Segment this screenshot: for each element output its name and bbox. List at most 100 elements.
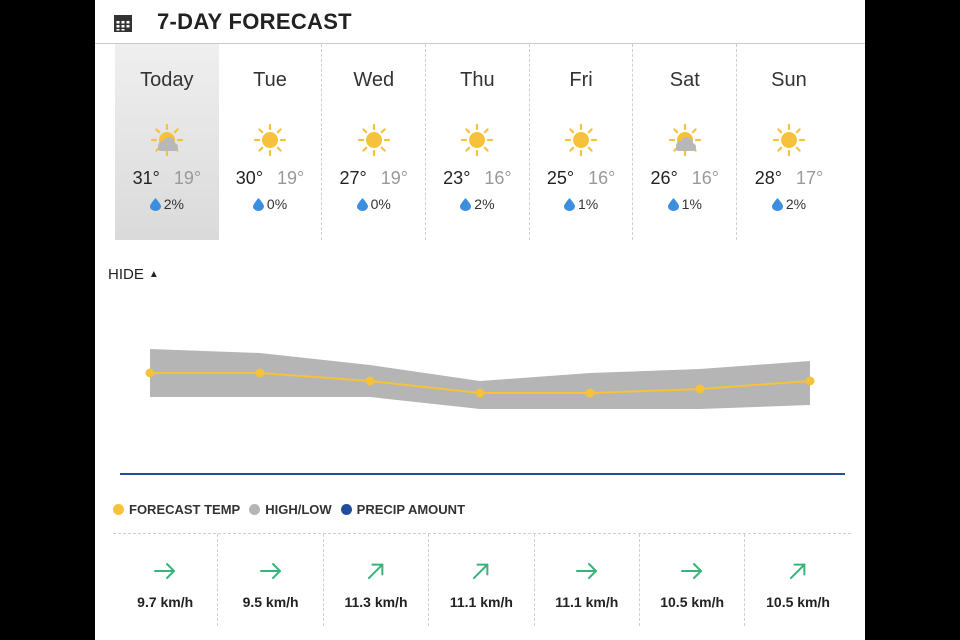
- wind-cell: 9.7 km/h: [113, 534, 219, 626]
- raindrop-icon: [460, 198, 472, 211]
- wind-cell: 11.1 km/h: [429, 534, 535, 626]
- day-temps: 28° 17°: [737, 168, 841, 189]
- sun-icon: [357, 123, 390, 157]
- legend-swatch: [113, 504, 124, 515]
- day-name: Sun: [771, 69, 807, 91]
- wind-cell: 10.5 km/h: [745, 534, 850, 626]
- sun-rays: [461, 123, 494, 157]
- precip-chance: 2%: [426, 196, 529, 212]
- day-column-sun[interactable]: Sun 28° 17° 2%: [737, 44, 841, 240]
- raindrop-icon: [252, 198, 264, 211]
- page-title: 7-DAY FORECAST: [157, 9, 352, 34]
- low-temp: 16°: [588, 168, 616, 188]
- wind-speed: 10.5 km/h: [766, 594, 830, 610]
- high-temp: 26°: [650, 168, 678, 188]
- wind-cell: 11.1 km/h: [535, 534, 640, 626]
- sun-icon: [772, 123, 806, 157]
- precip-value: 0%: [370, 196, 391, 212]
- high-temp: 28°: [754, 168, 782, 188]
- precip-chance: 2%: [737, 196, 841, 212]
- calendar-icon: [114, 15, 132, 32]
- day-name: Thu: [460, 69, 495, 91]
- wind-cell: 10.5 km/h: [640, 534, 746, 626]
- sun-rays: [772, 123, 806, 157]
- precip-value: 1%: [577, 196, 599, 212]
- wind-arrow-icon: [575, 563, 597, 579]
- wind-arrow-icon: [789, 563, 806, 580]
- precip-value: 1%: [681, 196, 702, 212]
- high-temp: 27°: [339, 168, 367, 188]
- wind-speed: 11.1 km/h: [449, 594, 513, 610]
- legend-swatch: [249, 504, 261, 515]
- day-temps: 26° 16°: [633, 168, 736, 189]
- day-list: Today 31° 19° 2% Tue 30° 19° 0% Wed 27° 19°…: [115, 44, 841, 240]
- day-column-fri[interactable]: Fri 25° 16° 1%: [530, 44, 634, 240]
- forecast-temp-point: [475, 388, 485, 398]
- forecast-panel: 7-DAY FORECAST Today 31° 19° 2% Tue 30° 19…: [95, 0, 865, 640]
- day-temps: 23° 16°: [426, 168, 529, 189]
- forecast-temp-point: [365, 376, 375, 386]
- precip-value: 0%: [266, 196, 288, 212]
- high-low-band: [150, 349, 810, 409]
- legend-label: PRECIP AMOUNT: [356, 502, 466, 517]
- hide-label: HIDE: [108, 266, 144, 283]
- legend-item: FORECAST TEMP: [113, 502, 240, 517]
- wind-arrow-icon: [259, 563, 281, 579]
- low-temp: 19°: [173, 168, 202, 188]
- precip-chance: 1%: [530, 196, 633, 212]
- day-name: Wed: [353, 69, 395, 91]
- day-temps: 30° 19°: [219, 168, 322, 189]
- precip-chance: 2%: [115, 196, 219, 212]
- forecast-temp-point: [695, 384, 705, 394]
- legend-label: HIGH/LOW: [265, 502, 332, 517]
- forecast-temp-point: [255, 368, 265, 378]
- caret-up-icon: ▲: [148, 269, 159, 280]
- sun-icon: [253, 123, 287, 157]
- forecast-header: 7-DAY FORECAST: [95, 0, 865, 44]
- high-temp: 25°: [546, 168, 575, 188]
- forecast-temp-point: [805, 376, 815, 386]
- wind-row: 9.7 km/h 9.5 km/h 11.3 km/h 11.1 km/h 11…: [113, 533, 851, 626]
- day-column-today[interactable]: Today 31° 19° 2%: [115, 44, 219, 240]
- day-name: Sat: [669, 69, 700, 91]
- wind-speed: 10.5 km/h: [660, 594, 725, 610]
- raindrop-icon: [149, 198, 161, 211]
- wind-speed: 11.3 km/h: [344, 594, 408, 610]
- day-column-thu[interactable]: Thu 23° 16° 2%: [426, 44, 530, 240]
- wind-speed: 9.7 km/h: [137, 594, 194, 610]
- sun-icon: [461, 123, 494, 157]
- high-temp: 23°: [443, 168, 471, 188]
- wind-arrow-icon: [367, 563, 384, 580]
- low-temp: 16°: [484, 168, 512, 188]
- precip-value: 2%: [785, 196, 807, 212]
- precip-chance: 0%: [322, 196, 425, 212]
- partly-cloudy-icon: [150, 123, 183, 157]
- chart-legend: FORECAST TEMP HIGH/LOW PRECIP AMOUNT: [113, 502, 474, 517]
- precip-chance: 0%: [219, 196, 322, 212]
- wind-cell: 9.5 km/h: [218, 534, 324, 626]
- day-temps: 27° 19°: [322, 168, 425, 189]
- high-temp: 31°: [132, 168, 160, 188]
- precip-value: 2%: [474, 196, 495, 212]
- wind-arrow-icon: [681, 563, 703, 579]
- day-temps: 25° 16°: [530, 168, 633, 189]
- temperature-chart: [120, 349, 845, 475]
- wind-arrow-icon: [473, 563, 489, 580]
- low-temp: 16°: [691, 168, 720, 188]
- legend-item: PRECIP AMOUNT: [340, 502, 466, 517]
- day-column-wed[interactable]: Wed 27° 19° 0%: [322, 44, 427, 240]
- day-temps: 31° 19°: [115, 168, 219, 189]
- wind-arrow-icon: [154, 563, 176, 579]
- day-column-sat[interactable]: Sat 26° 16° 1%: [633, 44, 738, 240]
- day-name: Tue: [253, 69, 287, 91]
- legend-swatch: [340, 504, 352, 515]
- sun-rays: [357, 123, 390, 157]
- wind-speed: 11.1 km/h: [555, 594, 619, 610]
- hide-chart-toggle[interactable]: HIDE ▲: [108, 266, 159, 283]
- wind-cell: 11.3 km/h: [324, 534, 430, 626]
- day-column-tue[interactable]: Tue 30° 19° 0%: [219, 44, 323, 240]
- partly-cloudy-icon: [668, 123, 701, 157]
- forecast-temp-point: [585, 388, 595, 398]
- wind-speed: 9.5 km/h: [242, 594, 299, 610]
- raindrop-icon: [667, 198, 679, 211]
